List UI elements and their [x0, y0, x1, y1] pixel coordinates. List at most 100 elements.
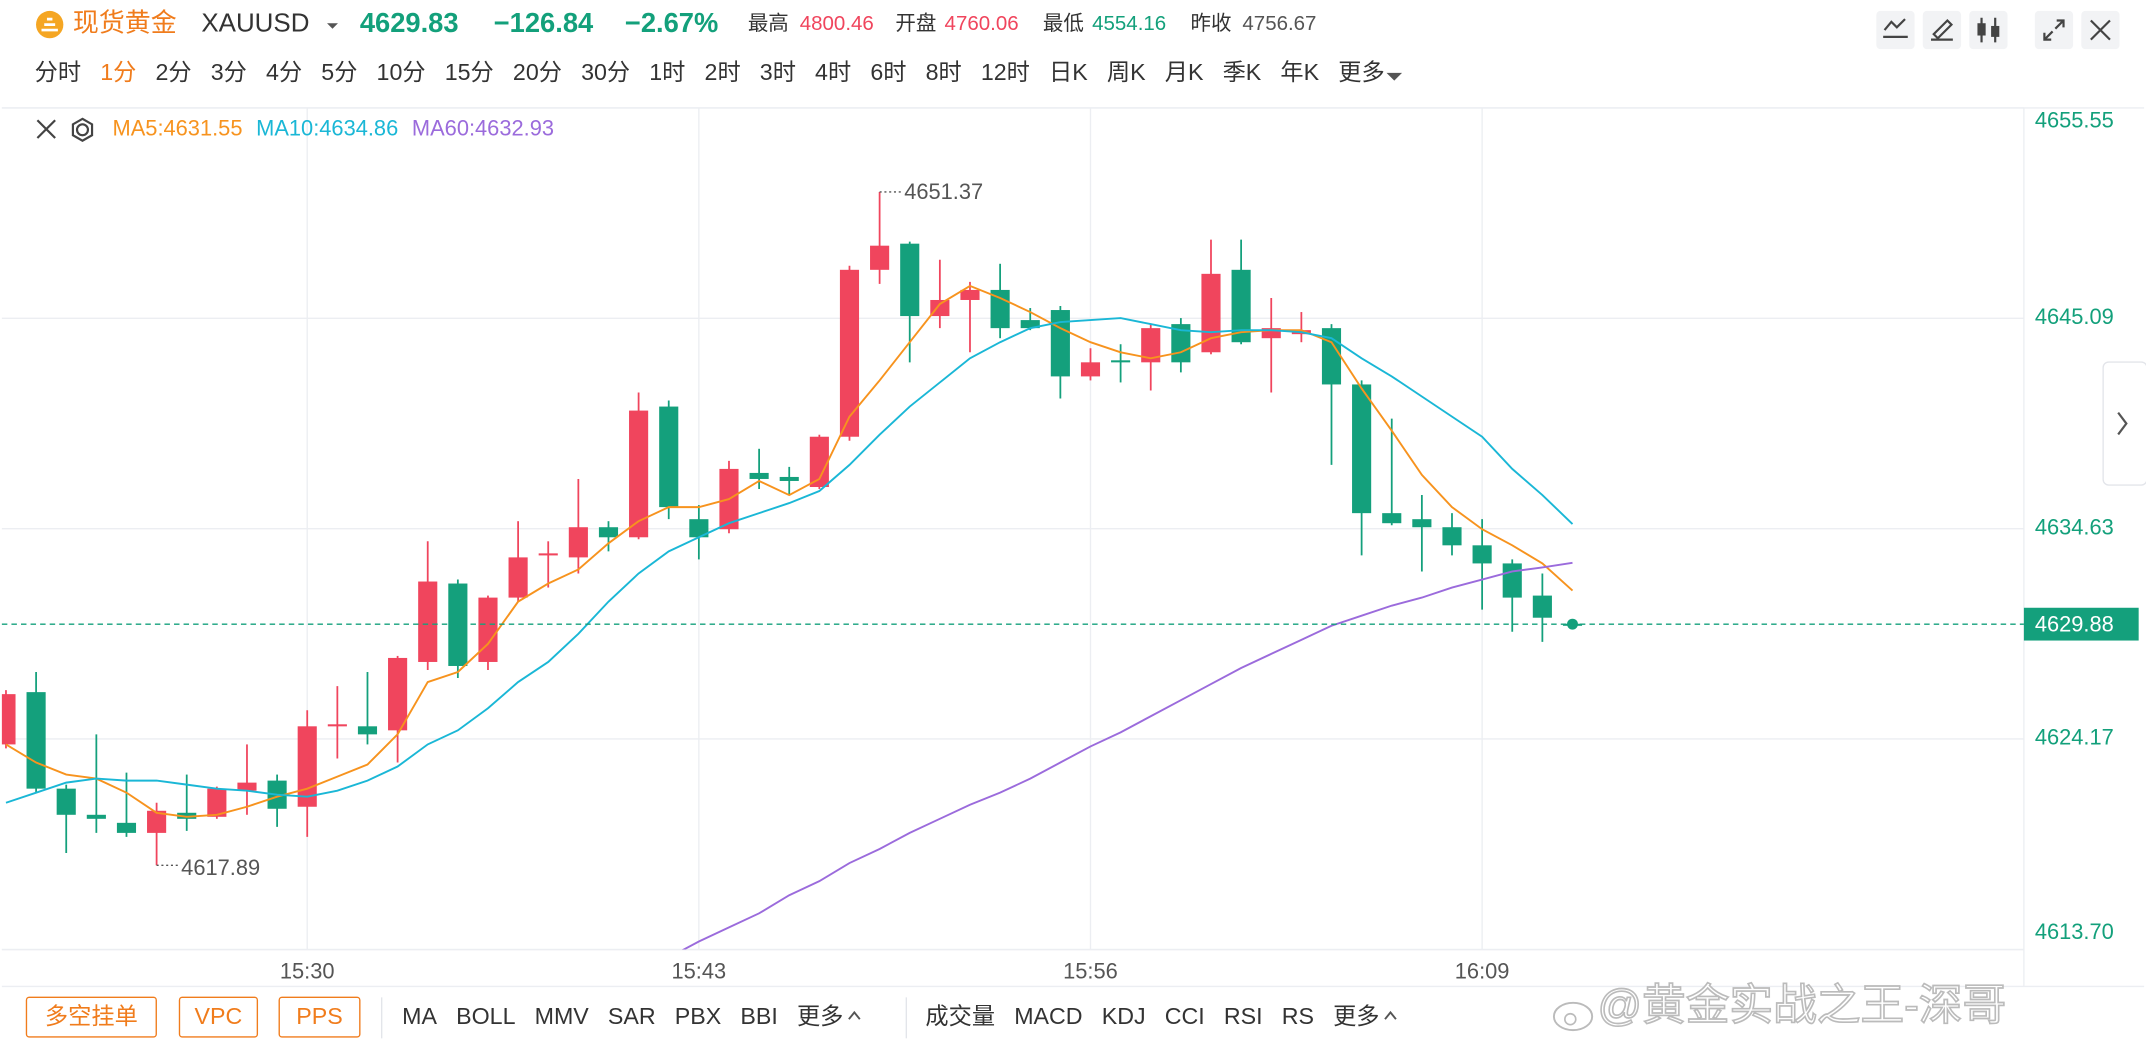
icon-collapse[interactable] [2043, 19, 2065, 41]
indicator[interactable]: SAR [608, 1003, 656, 1029]
legend-close[interactable] [36, 119, 56, 139]
candle-body [930, 299, 950, 317]
indicator[interactable]: 更多 [1333, 1003, 1379, 1029]
period-tab[interactable]: 周K [1107, 59, 1146, 85]
icon-line[interactable] [1883, 18, 1908, 38]
stat-value: 4554.16 [1092, 12, 1166, 35]
indicator[interactable]: MA [402, 1003, 437, 1029]
candle-body [388, 657, 408, 731]
x-tick-label: 15:56 [1063, 959, 1118, 984]
button[interactable] [25, 996, 157, 1038]
legend-settings[interactable] [71, 117, 94, 142]
stat-label: 昨收 [1190, 12, 1231, 35]
period-tab[interactable]: 分时 [35, 59, 81, 85]
period-tab[interactable]: 季K [1223, 59, 1262, 85]
legend-settings[interactable] [75, 123, 90, 137]
icon-button[interactable] [1969, 10, 2008, 50]
candle-body [478, 597, 498, 662]
period-tab[interactable]: 1分 [100, 59, 136, 85]
dropdown-caret[interactable] [1386, 72, 1403, 81]
side-panel-tab[interactable] [2102, 361, 2146, 486]
instrument-name[interactable]: 现货黄金 [73, 8, 177, 37]
period-tab[interactable]: 5分 [321, 59, 357, 85]
candle-body [568, 527, 588, 558]
period-tab[interactable]: 4分 [266, 59, 302, 85]
candle-body [1532, 595, 1552, 618]
candle-body [538, 553, 558, 556]
icon-candle-body [1977, 23, 1986, 36]
period-tab[interactable]: 月K [1165, 59, 1204, 85]
button-label[interactable]: PPS [296, 1003, 342, 1029]
indicator[interactable]: 成交量 [925, 1003, 995, 1029]
candle-body [237, 782, 257, 791]
watermark-logo [1552, 1001, 1594, 1032]
period-tab[interactable]: 12时 [981, 59, 1030, 85]
button-label[interactable]: 多空挂单 [45, 1003, 138, 1029]
stat-label: 最高 [748, 12, 789, 35]
button[interactable] [278, 996, 361, 1038]
icon-candle-body [1991, 25, 2000, 37]
indicator[interactable]: MMV [535, 1003, 590, 1029]
x-tick-label: 15:30 [280, 959, 335, 984]
button-label[interactable]: VPC [195, 1003, 243, 1029]
period-tab[interactable]: 日K [1049, 59, 1088, 85]
candle-body [1080, 362, 1101, 377]
period-tab[interactable]: 3分 [211, 59, 247, 85]
period-tab[interactable]: 4时 [815, 59, 851, 85]
period-tab[interactable]: 年K [1280, 59, 1319, 85]
stat-value: 4800.46 [800, 12, 874, 35]
indicator[interactable]: PBX [675, 1003, 721, 1029]
period-tab[interactable]: 30分 [581, 59, 630, 85]
toolbar-icons [1876, 10, 2120, 50]
indicator[interactable]: MACD [1014, 1003, 1082, 1029]
candle-body [327, 724, 347, 727]
candle-body [1231, 269, 1251, 343]
watermark-text: @黄金实战之王-深哥 [1598, 981, 2007, 1030]
legend-entry[interactable]: MA5:4631.55 [113, 116, 243, 141]
indicator[interactable]: RSI [1224, 1003, 1263, 1029]
legend-entry[interactable]: MA10:4634.86 [256, 116, 398, 141]
candle-body [86, 814, 106, 819]
icon-button[interactable] [1922, 10, 1962, 50]
icon-draw[interactable] [1930, 18, 1954, 41]
candle-body [1, 694, 16, 745]
dropdown-caret[interactable] [327, 23, 338, 29]
period-tab[interactable]: 更多 [1338, 59, 1384, 85]
candle-body [1472, 545, 1492, 564]
icon-button[interactable] [2034, 10, 2074, 50]
indicator[interactable]: RS [1282, 1003, 1314, 1029]
period-tab[interactable]: 2时 [705, 59, 741, 85]
indicator[interactable]: 更多 [797, 1003, 843, 1029]
candles [1, 191, 1583, 950]
low-annotation: 4617.89 [181, 855, 260, 880]
button[interactable] [178, 996, 259, 1038]
period-tab[interactable]: 6时 [870, 59, 906, 85]
dropdown-caret[interactable] [848, 1010, 861, 1020]
candle-body [1382, 513, 1402, 524]
candle-body [448, 583, 468, 666]
period-tab[interactable]: 8时 [926, 59, 962, 85]
indicator[interactable]: CCI [1165, 1003, 1205, 1029]
legend-entry[interactable]: MA60:4632.93 [412, 116, 554, 141]
period-tab[interactable]: 2分 [155, 59, 191, 85]
instrument-symbol[interactable]: XAUUSD [201, 9, 309, 37]
period-tab[interactable]: 15分 [445, 59, 494, 85]
dropdown-caret[interactable] [1384, 1010, 1397, 1020]
indicator[interactable]: KDJ [1102, 1003, 1146, 1029]
indicator[interactable]: BBI [740, 1003, 777, 1029]
period-tab[interactable]: 10分 [377, 59, 426, 85]
candle-body [1352, 384, 1372, 514]
watermark: @黄金实战之王-深哥 [1552, 980, 2007, 1032]
icon-button[interactable] [1876, 10, 1915, 50]
change: −126.84 [494, 7, 594, 38]
icon-close[interactable] [2090, 19, 2111, 41]
candle-body [1412, 519, 1432, 528]
y-tick-label: 4624.17 [2035, 725, 2114, 750]
period-tab[interactable]: 1时 [649, 59, 685, 85]
side-panel-arrow[interactable] [2117, 411, 2128, 436]
period-tab[interactable]: 3时 [760, 59, 796, 85]
logo-mark [41, 17, 58, 32]
indicator[interactable]: BOLL [456, 1003, 515, 1029]
period-tab[interactable]: 20分 [513, 59, 562, 85]
